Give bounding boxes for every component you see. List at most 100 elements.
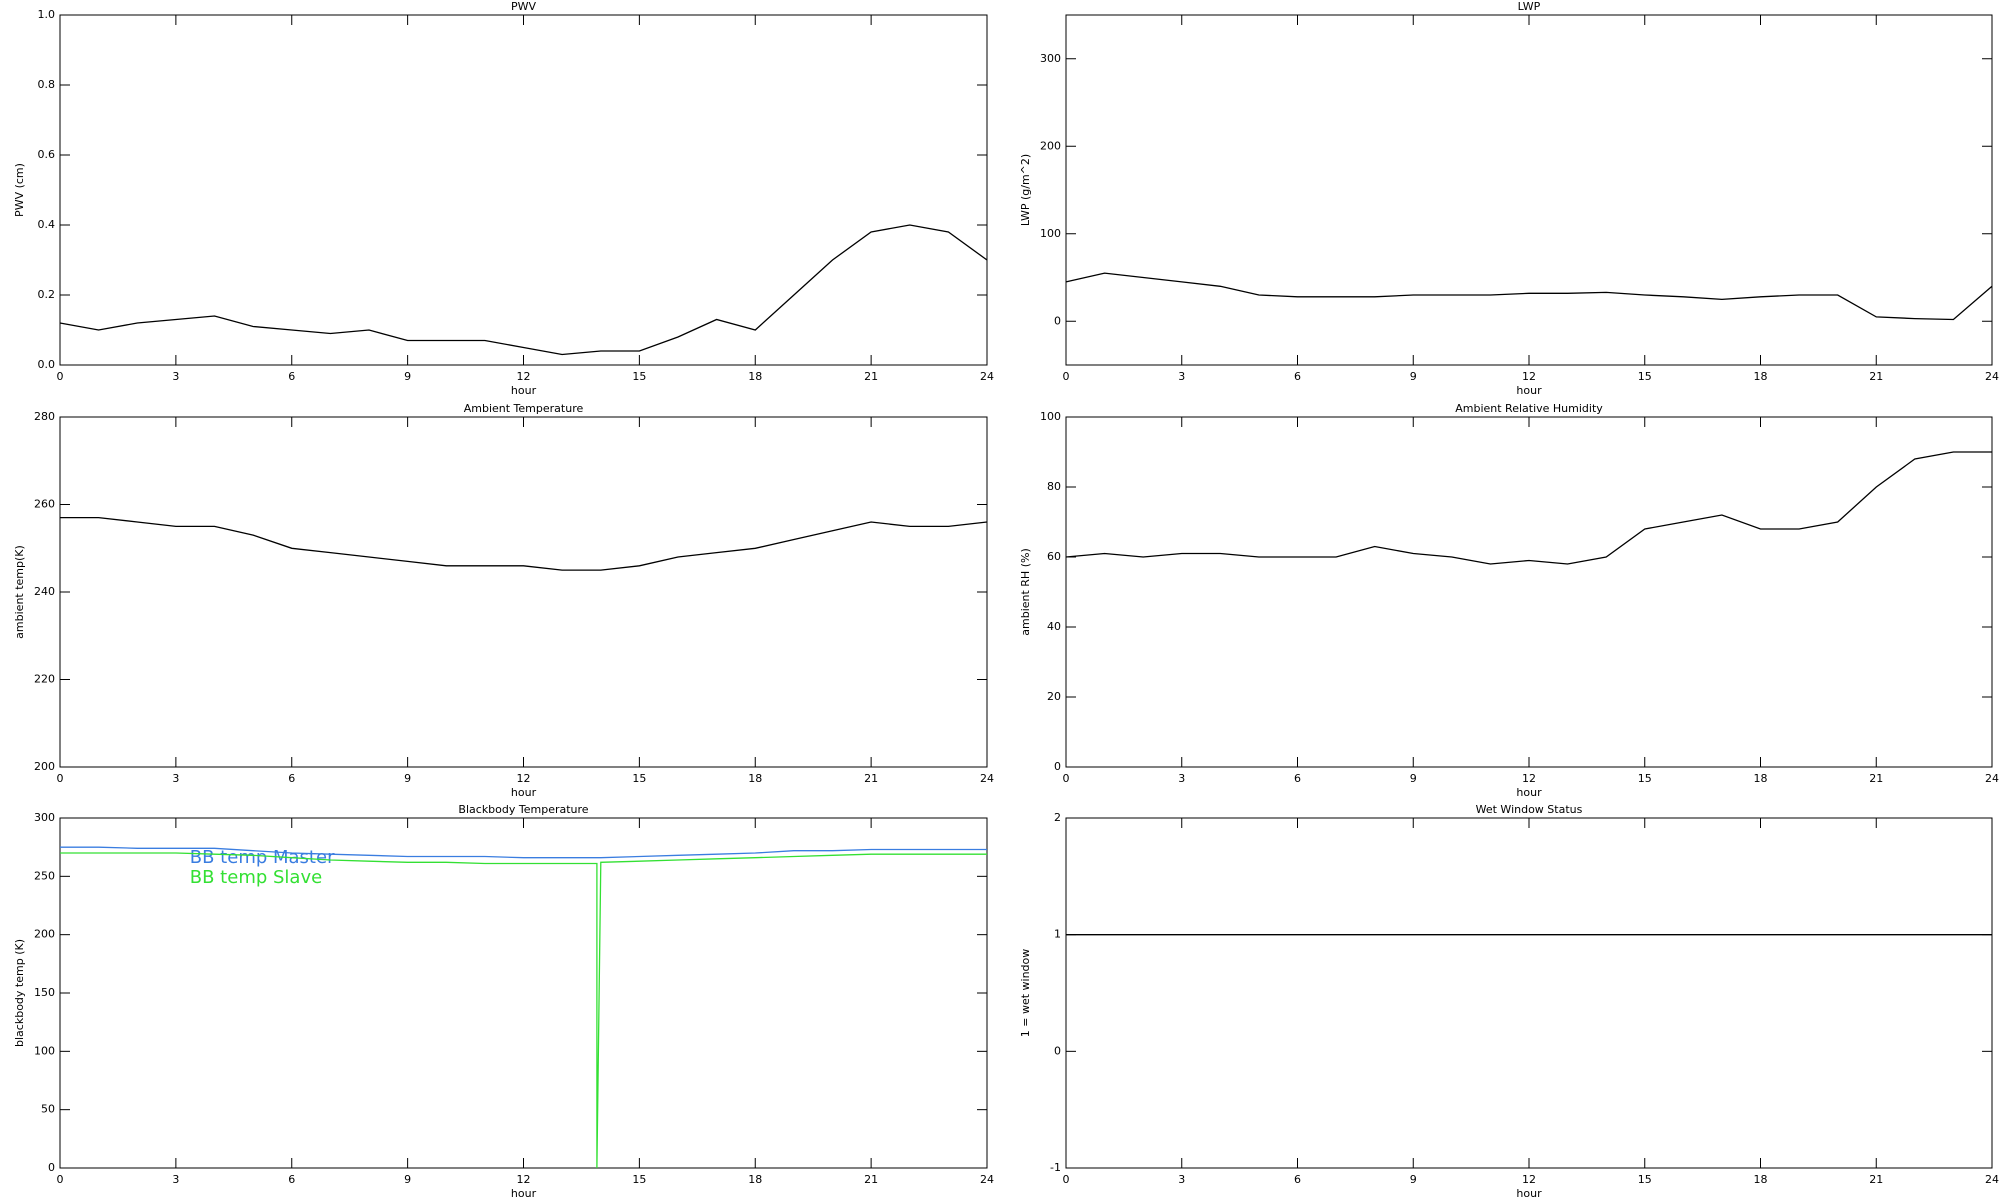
x-tick-label: 9 xyxy=(1410,370,1417,383)
x-tick-label: 21 xyxy=(1869,370,1883,383)
x-tick-label: 0 xyxy=(57,1173,64,1186)
x-tick-label: 9 xyxy=(404,370,411,383)
y-tick-label: 1 xyxy=(1054,928,1061,941)
y-tick-label: 60 xyxy=(1047,550,1061,563)
x-tick-label: 24 xyxy=(980,772,994,785)
x-tick-label: 0 xyxy=(1063,370,1070,383)
y-tick-label: 0 xyxy=(1054,314,1061,327)
x-tick-label: 18 xyxy=(748,370,762,383)
x-tick-label: 12 xyxy=(517,772,531,785)
x-tick-label: 24 xyxy=(1985,370,1999,383)
x-tick-label: 9 xyxy=(1410,1173,1417,1186)
x-tick-label: 18 xyxy=(1754,370,1768,383)
x-tick-label: 3 xyxy=(1178,772,1185,785)
y-tick-label: 0 xyxy=(48,1161,55,1174)
x-axis-label: hour xyxy=(1516,1187,1542,1200)
y-tick-label: 0.6 xyxy=(38,148,56,161)
y-tick-label: 80 xyxy=(1047,480,1061,493)
x-tick-label: 18 xyxy=(748,772,762,785)
x-tick-label: 9 xyxy=(404,772,411,785)
y-tick-label: 0 xyxy=(1054,1044,1061,1057)
y-tick-label: 2 xyxy=(1054,811,1061,824)
chart-title: PWV xyxy=(511,0,537,13)
y-axis-label: blackbody temp (K) xyxy=(13,939,26,1047)
data-line xyxy=(60,852,987,1169)
y-axis-label: PWV (cm) xyxy=(13,163,26,217)
x-tick-label: 12 xyxy=(1522,1173,1536,1186)
x-tick-label: 21 xyxy=(864,1173,878,1186)
x-axis-label: hour xyxy=(511,1187,537,1200)
x-tick-label: 18 xyxy=(748,1173,762,1186)
x-tick-label: 6 xyxy=(288,1173,295,1186)
x-tick-label: 15 xyxy=(1638,1173,1652,1186)
y-tick-label: 250 xyxy=(34,869,55,882)
x-axis-label: hour xyxy=(511,384,537,397)
y-tick-label: 40 xyxy=(1047,620,1061,633)
data-line xyxy=(60,516,988,571)
y-tick-label: 0 xyxy=(1054,760,1061,773)
y-tick-label: 20 xyxy=(1047,690,1061,703)
x-tick-label: 21 xyxy=(864,370,878,383)
x-tick-label: 0 xyxy=(57,370,64,383)
x-tick-label: 15 xyxy=(632,772,646,785)
x-tick-label: 21 xyxy=(1869,1173,1883,1186)
x-tick-label: 6 xyxy=(1294,772,1301,785)
x-tick-label: 6 xyxy=(1294,370,1301,383)
x-axis-label: hour xyxy=(1516,786,1542,799)
x-tick-label: 24 xyxy=(1985,1173,1999,1186)
y-tick-label: 300 xyxy=(1040,52,1061,65)
x-axis-label: hour xyxy=(1516,384,1542,397)
y-tick-label: 0.0 xyxy=(38,358,56,371)
x-tick-label: 9 xyxy=(404,1173,411,1186)
x-tick-label: 15 xyxy=(1638,772,1652,785)
y-tick-label: 100 xyxy=(34,1044,55,1057)
y-tick-label: 280 xyxy=(34,410,55,423)
x-tick-label: 21 xyxy=(864,772,878,785)
y-axis-label: ambient temp(K) xyxy=(13,545,26,639)
x-tick-label: 21 xyxy=(1869,772,1883,785)
x-tick-label: 0 xyxy=(1063,772,1070,785)
data-line xyxy=(59,224,988,356)
plot-frame xyxy=(59,416,988,768)
x-tick-label: 0 xyxy=(57,772,64,785)
y-tick-label: 100 xyxy=(1040,410,1061,423)
x-tick-label: 18 xyxy=(1754,1173,1768,1186)
y-tick-label: 200 xyxy=(34,928,55,941)
y-axis-label: LWP (g/m^2) xyxy=(1019,154,1032,226)
chart-title: Ambient Temperature xyxy=(464,402,584,415)
y-tick-label: 50 xyxy=(41,1103,55,1116)
chart-title: Wet Window Status xyxy=(1476,803,1583,816)
y-tick-label: 150 xyxy=(34,986,55,999)
y-tick-label: 0.2 xyxy=(38,288,56,301)
x-tick-label: 18 xyxy=(1754,772,1768,785)
y-tick-label: 220 xyxy=(34,673,55,686)
x-tick-label: 3 xyxy=(1178,1173,1185,1186)
chart-title: Ambient Relative Humidity xyxy=(1455,402,1603,415)
x-tick-label: 12 xyxy=(1522,772,1536,785)
y-axis-label: 1 = wet window xyxy=(1019,949,1032,1038)
y-tick-label: 300 xyxy=(34,811,55,824)
plot-frame xyxy=(1065,817,1993,1169)
y-tick-label: 200 xyxy=(1040,139,1061,152)
plot-frame xyxy=(1065,14,1993,366)
y-tick-label: 260 xyxy=(34,498,55,511)
y-tick-label: -1 xyxy=(1050,1161,1061,1174)
x-tick-label: 9 xyxy=(1410,772,1417,785)
x-tick-label: 24 xyxy=(980,1173,994,1186)
x-tick-label: 3 xyxy=(1178,370,1185,383)
x-tick-label: 24 xyxy=(980,370,994,383)
y-axis-label: ambient RH (%) xyxy=(1019,548,1032,636)
x-tick-label: 15 xyxy=(632,370,646,383)
x-tick-label: 15 xyxy=(632,1173,646,1186)
y-tick-label: 0.4 xyxy=(38,218,56,231)
x-axis-label: hour xyxy=(511,786,537,799)
x-tick-label: 6 xyxy=(288,772,295,785)
x-tick-label: 3 xyxy=(172,370,179,383)
x-tick-label: 12 xyxy=(1522,370,1536,383)
chart-title: Blackbody Temperature xyxy=(458,803,588,816)
y-tick-label: 100 xyxy=(1040,227,1061,240)
y-tick-label: 0.8 xyxy=(38,78,56,91)
x-tick-label: 15 xyxy=(1638,370,1652,383)
chart-title: LWP xyxy=(1518,0,1541,13)
x-tick-label: 6 xyxy=(1294,1173,1301,1186)
